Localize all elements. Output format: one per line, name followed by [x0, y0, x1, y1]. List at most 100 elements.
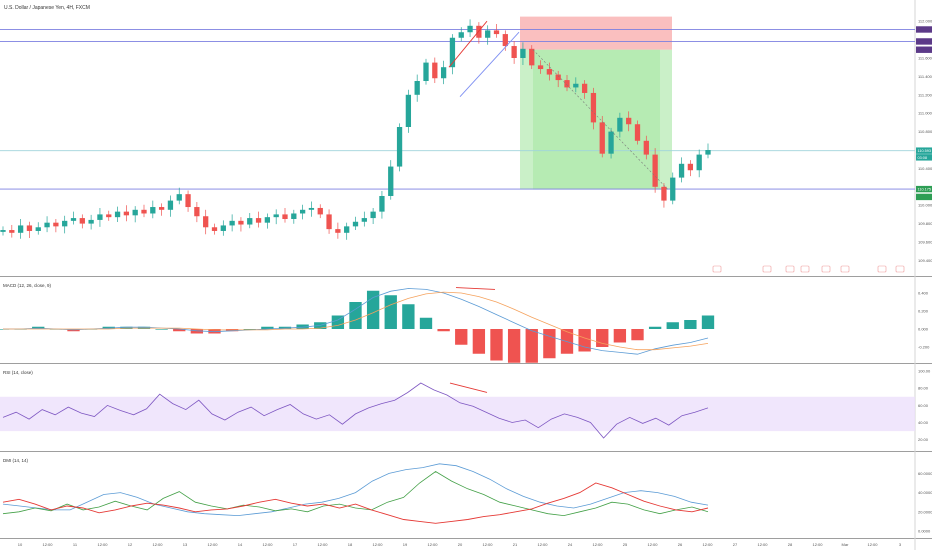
candle-body [634, 124, 641, 141]
candle-body [352, 221, 359, 227]
candle-body [106, 214, 112, 218]
time-tick-label: 12:00 [812, 542, 823, 547]
candle-body [370, 211, 376, 219]
candle-body [211, 227, 218, 231]
candle-body [291, 213, 297, 219]
candle-body [141, 209, 147, 214]
rsi-line [2, 382, 709, 439]
time-tick-label: 24 [568, 542, 573, 547]
candle-body [564, 80, 570, 88]
price-axis-badge-label: 110.593 [918, 149, 931, 153]
rsi-tick-label: 40.00 [918, 420, 929, 425]
macd-histogram-bar [455, 329, 468, 345]
candle-body [661, 186, 667, 201]
macd-tick-label: 0.400 [918, 291, 929, 296]
time-tick-label: 12:00 [592, 542, 603, 547]
candle-body [458, 32, 464, 38]
price-tick-label: 110.400 [918, 166, 932, 171]
candle-body [264, 217, 271, 223]
price-axis-badge [916, 185, 932, 193]
candle-body [308, 207, 315, 210]
time-tick-label: 12:00 [207, 542, 218, 547]
candle-body [185, 194, 191, 208]
price-axis-badge [916, 154, 932, 161]
candle-body [678, 163, 685, 178]
macd-histogram-bar [190, 329, 204, 334]
candle-body [599, 122, 605, 154]
candle-body [17, 225, 24, 233]
event-marker [821, 265, 831, 273]
macd-histogram-bar [402, 304, 415, 329]
time-tick-label: 12:00 [757, 542, 768, 547]
macd-histogram-bar [507, 329, 521, 363]
time-tick-label: Mar [842, 542, 850, 547]
candle-body [414, 81, 420, 95]
macd-histogram-bar [490, 329, 503, 361]
time-tick-label: 14 [238, 542, 243, 547]
macd-histogram-bar [208, 329, 221, 334]
price-tick-label: 111.200 [918, 92, 932, 97]
time-tick-label: 25 [623, 542, 628, 547]
time-tick-label: 12:00 [317, 542, 328, 547]
price-axis-badge [916, 26, 932, 33]
take-profit-zone-filled [533, 49, 660, 190]
candle-body [194, 207, 200, 217]
candle-body [70, 218, 77, 221]
candle-body [626, 117, 632, 125]
candle-body [555, 74, 561, 81]
candle-body [150, 207, 156, 214]
event-marker [840, 265, 850, 273]
macd-histogram-bar [525, 329, 538, 363]
candle-body [335, 229, 341, 233]
candle-body [687, 163, 694, 171]
time-tick-label: 17 [293, 542, 298, 547]
candle-body [520, 48, 526, 58]
price-axis-badge [916, 38, 932, 45]
candle-body [79, 218, 85, 224]
candle-body [573, 83, 579, 88]
trend-channel-line [459, 31, 520, 97]
time-tick-label: 12:00 [647, 542, 658, 547]
symbol-title: U.S. Dollar / Japanese Yen, 4H, FXCM [4, 5, 90, 11]
macd-histogram-bar [173, 329, 186, 332]
candle-body [546, 69, 553, 75]
candle-body [44, 222, 50, 228]
candle-body [0, 230, 6, 232]
candle-body [502, 34, 508, 47]
candle-body [379, 196, 385, 212]
candle-body [643, 140, 649, 155]
event-marker [800, 265, 810, 273]
macd-pane-title: MACD (12, 26, close, 9) [3, 283, 52, 288]
candle-body [317, 207, 323, 215]
candle-body [282, 214, 288, 219]
rsi-tick-label: 60.00 [918, 403, 929, 408]
macd-histogram-bar [366, 290, 380, 329]
price-axis-badge-label: 110.175 [918, 188, 931, 192]
candle-body [9, 230, 15, 233]
candle-body [485, 30, 491, 38]
time-tick-label: 12:00 [372, 542, 383, 547]
candle-body [705, 150, 711, 155]
macd-histogram-bar [684, 320, 697, 329]
time-tick-label: 12:00 [152, 542, 163, 547]
rsi-tick-label: 100.00 [918, 369, 931, 374]
dmi-tick-label: 60.0000 [918, 471, 932, 476]
macd-histogram-bar [437, 329, 450, 332]
candle-body [344, 226, 350, 233]
candle-body [53, 222, 59, 227]
candle-body [114, 211, 121, 218]
price-axis-badge [916, 147, 932, 154]
price-tick-label: 111.600 [918, 56, 932, 61]
time-tick-label: 26 [678, 542, 683, 547]
macd-histogram-bar [701, 315, 715, 329]
macd-histogram-bar [296, 324, 309, 329]
time-tick-label: 12 [128, 542, 133, 547]
price-axis-badge-label: 03:08 [918, 156, 928, 160]
event-marker [712, 265, 722, 273]
rsi-tick-label: 80.00 [918, 386, 929, 391]
candle-body [388, 166, 394, 196]
candle-body [396, 127, 403, 167]
time-tick-label: 11 [73, 542, 78, 547]
macd-histogram-bar [243, 329, 256, 330]
